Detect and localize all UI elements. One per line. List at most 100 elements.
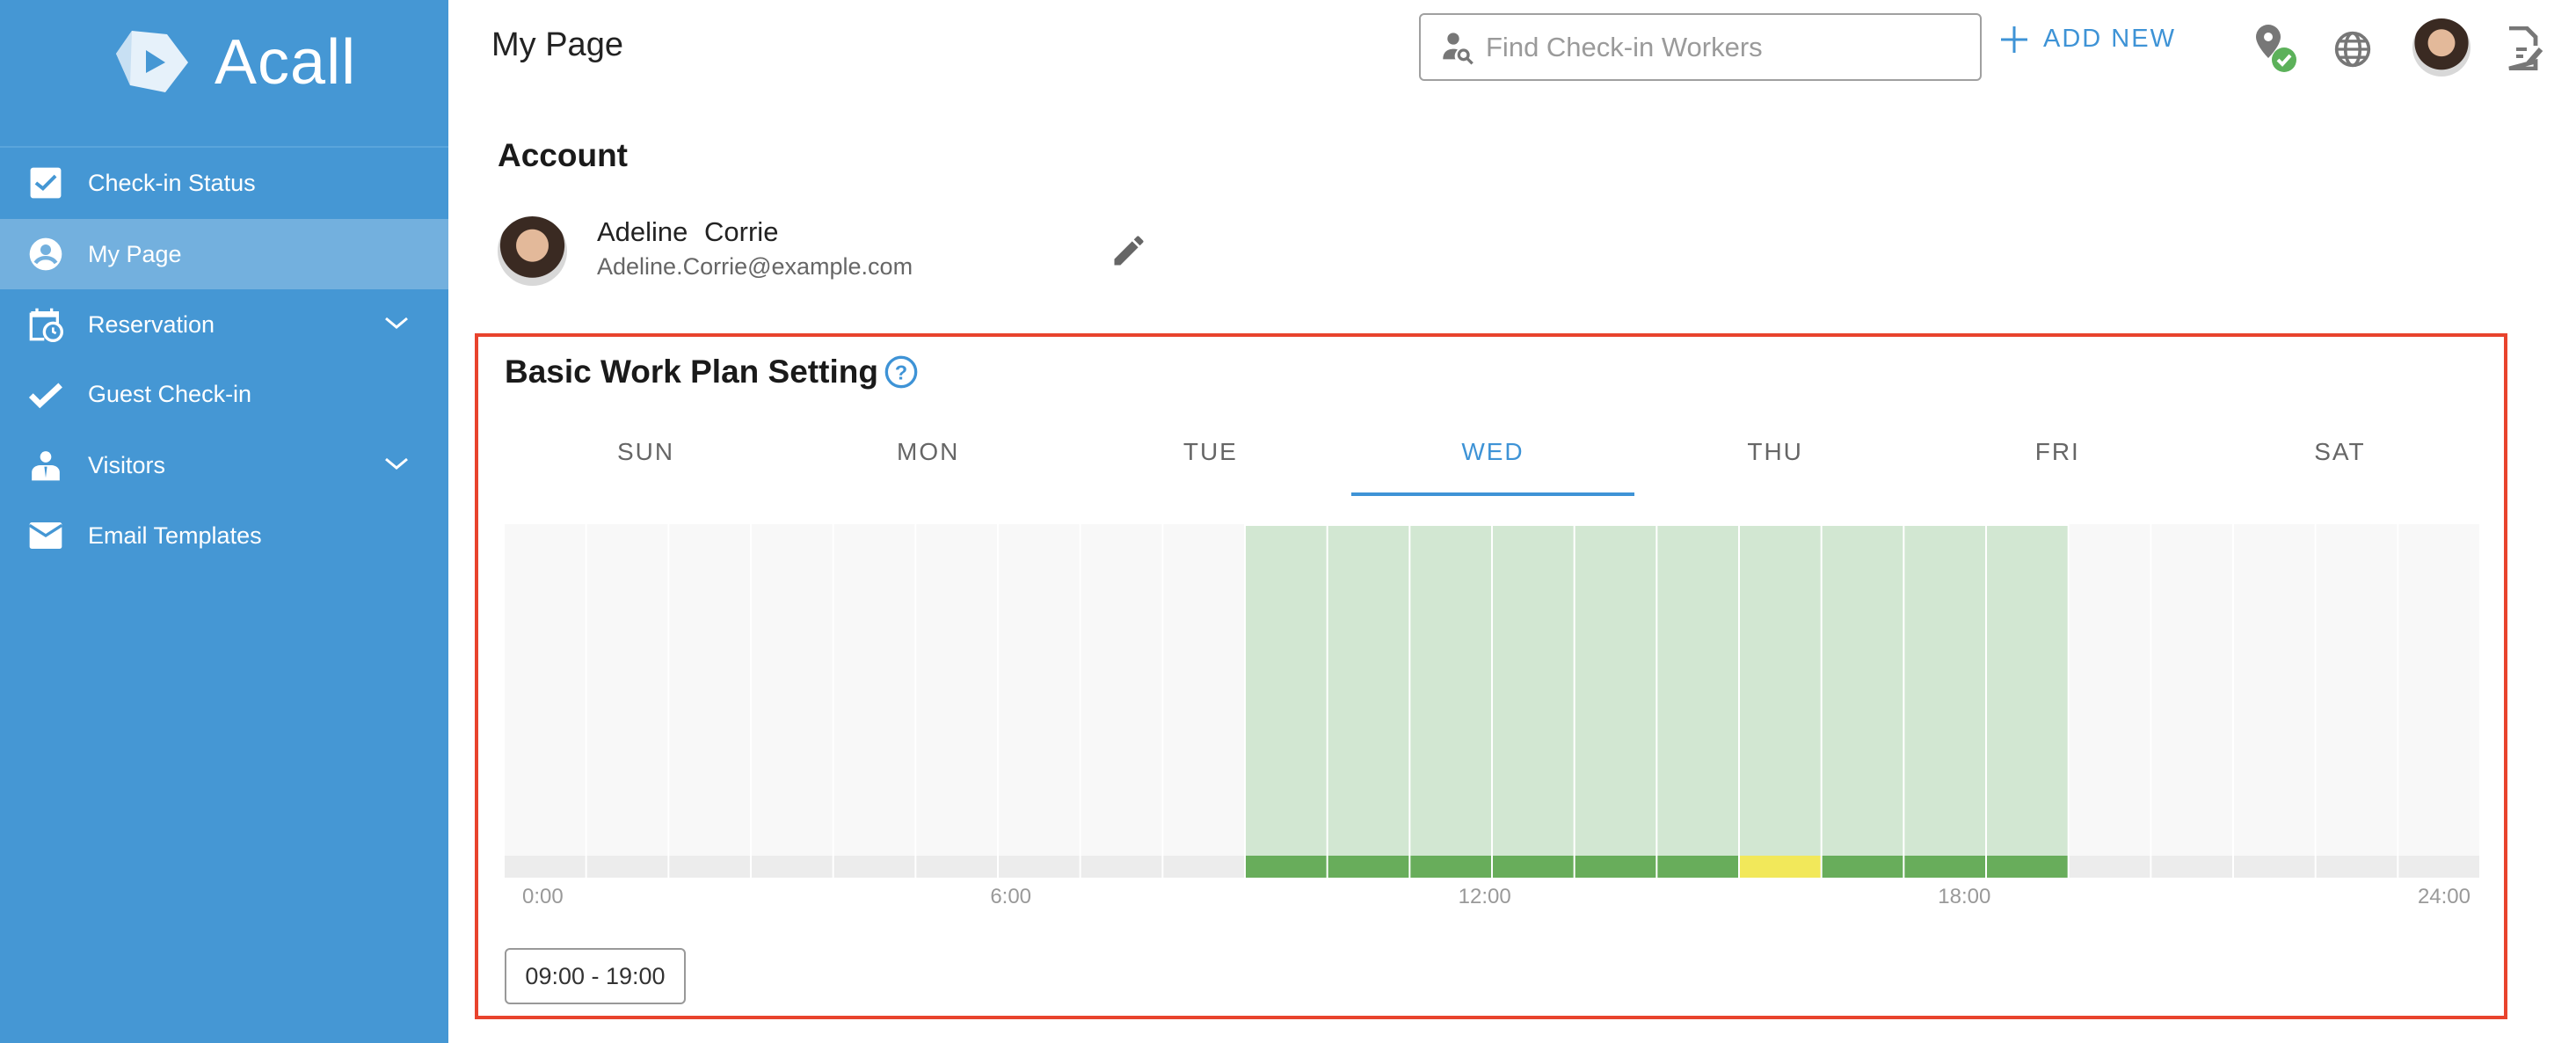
hour-cell-0[interactable]	[505, 524, 586, 856]
tab-wed[interactable]: WED	[1351, 431, 1634, 496]
hour-bar-7[interactable]	[1081, 856, 1162, 878]
hour-bar-8[interactable]	[1163, 856, 1244, 878]
hour-bar-6[interactable]	[999, 856, 1080, 878]
chevron-down-icon[interactable]	[383, 451, 410, 478]
search-box[interactable]	[1419, 13, 1982, 81]
hour-cell-5[interactable]	[916, 524, 997, 856]
tick-label: 6:00	[990, 885, 1032, 908]
sidebar-item-email-templates[interactable]: Email Templates	[0, 500, 448, 571]
sidebar-item-visitors[interactable]: Visitors	[0, 430, 448, 500]
hour-cell-17[interactable]	[1904, 526, 1985, 856]
hour-bar-11[interactable]	[1410, 856, 1491, 878]
tab-tue[interactable]: TUE	[1182, 438, 1238, 465]
svg-text:?: ?	[895, 361, 907, 383]
sidebar-item-my-page[interactable]: My Page	[0, 219, 448, 289]
tick-label: 18:00	[1938, 885, 1991, 908]
hour-bar-2[interactable]	[669, 856, 750, 878]
sidebar-item-reservation[interactable]: Reservation	[0, 289, 448, 360]
hour-bar-15[interactable]	[1740, 856, 1821, 878]
tab-sat[interactable]: SAT	[2314, 438, 2366, 465]
globe-icon[interactable]	[2333, 30, 2372, 69]
hour-bar-20[interactable]	[2151, 856, 2232, 878]
page-title: My Page	[491, 26, 623, 63]
hour-cell-13[interactable]	[1575, 526, 1656, 856]
hour-cell-22[interactable]	[2316, 524, 2398, 856]
hour-bar-5[interactable]	[916, 856, 997, 878]
hour-cell-21[interactable]	[2234, 524, 2315, 856]
help-icon[interactable]: ?	[884, 354, 919, 390]
hour-cell-4[interactable]	[833, 524, 915, 856]
sidebar-item-label: Visitors	[88, 451, 166, 478]
hour-cell-23[interactable]	[2398, 524, 2479, 856]
hour-bar-19[interactable]	[2069, 856, 2150, 878]
hour-cell-2[interactable]	[669, 524, 750, 856]
tab-thu[interactable]: THU	[1747, 438, 1803, 465]
hour-cell-7[interactable]	[1081, 524, 1162, 856]
document-edit-icon[interactable]	[2506, 26, 2544, 70]
hour-bar-12[interactable]	[1493, 856, 1574, 878]
hour-bar-22[interactable]	[2316, 856, 2398, 878]
hour-cell-18[interactable]	[1987, 526, 2068, 856]
account-avatar	[498, 216, 567, 286]
hour-cell-15[interactable]	[1740, 526, 1821, 856]
chevron-down-icon[interactable]	[383, 310, 410, 338]
location-check-icon[interactable]	[2252, 23, 2298, 74]
sidebar-item-label: Reservation	[88, 310, 215, 338]
hour-cell-12[interactable]	[1493, 526, 1574, 856]
sidebar-item-check-in-status[interactable]: Check-in Status	[0, 148, 448, 218]
calendar-clock-icon	[28, 307, 63, 342]
hour-bar-23[interactable]	[2398, 856, 2479, 878]
hour-cell-19[interactable]	[2069, 524, 2150, 856]
annotation-highlight-box	[475, 333, 2507, 1019]
logo-icon	[116, 31, 188, 92]
acall-logo[interactable]: Acall	[113, 26, 356, 98]
sidebar-item-label: Email Templates	[88, 522, 262, 549]
hour-cell-20[interactable]	[2151, 524, 2232, 856]
work-plan-chart[interactable]	[505, 524, 2481, 878]
hour-bar-14[interactable]	[1657, 856, 1738, 878]
user-avatar[interactable]	[2412, 18, 2470, 77]
checkbox-icon	[28, 165, 63, 201]
pencil-icon[interactable]	[1110, 231, 1148, 270]
user-search-icon	[1443, 32, 1474, 65]
search-input[interactable]	[1486, 31, 1961, 63]
tab-fri[interactable]: FRI	[2034, 438, 2080, 465]
hour-bar-10[interactable]	[1328, 856, 1409, 878]
envelope-icon	[28, 518, 63, 553]
sidebar-item-guest-check-in[interactable]: Guest Check-in	[0, 359, 448, 429]
hour-cell-11[interactable]	[1410, 526, 1491, 856]
hour-bar-1[interactable]	[586, 856, 668, 878]
hour-cell-8[interactable]	[1163, 524, 1244, 856]
hour-cell-16[interactable]	[1822, 526, 1903, 856]
sidebar-item-label: Check-in Status	[88, 169, 256, 196]
tab-sun[interactable]: SUN	[617, 438, 675, 465]
plus-icon	[2001, 26, 2027, 53]
account-email: Adeline.Corrie@example.com	[597, 253, 913, 280]
add-new-button[interactable]: ADD NEW	[2001, 25, 2176, 54]
visitor-icon	[28, 448, 63, 483]
hour-bar-4[interactable]	[833, 856, 915, 878]
hour-bar-17[interactable]	[1904, 856, 1985, 878]
account-name: Adeline Corrie	[597, 216, 779, 247]
hour-bar-9[interactable]	[1246, 856, 1327, 878]
user-circle-icon	[28, 237, 63, 272]
hour-cell-9[interactable]	[1246, 526, 1327, 856]
account-heading: Account	[498, 137, 628, 173]
hour-bar-16[interactable]	[1822, 856, 1903, 878]
hour-bar-3[interactable]	[752, 856, 833, 878]
hour-cell-1[interactable]	[586, 524, 668, 856]
hour-bar-13[interactable]	[1575, 856, 1656, 878]
hour-cell-14[interactable]	[1657, 526, 1738, 856]
tab-mon[interactable]: MON	[897, 438, 960, 465]
time-axis: 0:00 6:00 12:00 18:00 24:00	[522, 885, 2470, 909]
hour-cell-6[interactable]	[999, 524, 1080, 856]
hour-bar-18[interactable]	[1987, 856, 2068, 878]
hour-bar-21[interactable]	[2234, 856, 2315, 878]
work-plan-heading: Basic Work Plan Setting ?	[505, 354, 919, 390]
hour-cell-3[interactable]	[752, 524, 833, 856]
hour-bar-0[interactable]	[505, 856, 586, 878]
hour-cell-10[interactable]	[1328, 526, 1409, 856]
sidebar-divider	[0, 146, 448, 148]
time-range-button[interactable]: 09:00 - 19:00	[505, 948, 686, 1004]
check-icon	[28, 376, 63, 412]
